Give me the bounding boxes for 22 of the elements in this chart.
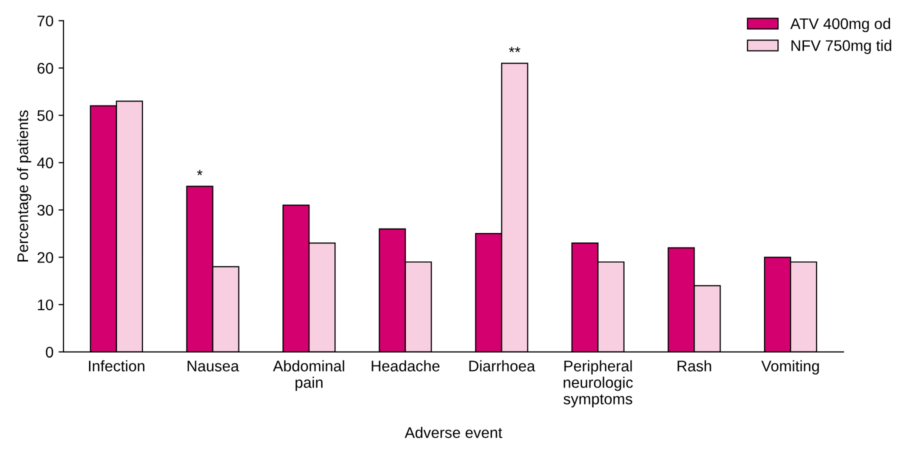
annotation: * [197, 170, 202, 176]
annotation: ** [508, 46, 520, 52]
legend-label: ATV 400mg od [790, 18, 890, 32]
y-tick-label: 0 [46, 346, 54, 358]
y-tick-label: 10 [38, 299, 54, 310]
x-tick-label: Headache [372, 360, 440, 372]
y-tick-label: 40 [37, 158, 54, 168]
x-axis-title: Adverse event [404, 426, 502, 438]
y-tick-label: 30 [37, 204, 54, 216]
x-tick-label: Nausea [188, 360, 240, 372]
x-tick-label: Infection [88, 360, 144, 372]
y-axis-title: Percentage of patients [16, 110, 32, 262]
x-tick-label: Vomiting [761, 360, 819, 374]
legend-label: NFV 750mg tid [792, 40, 892, 54]
y-tick-label: 60 [38, 62, 54, 74]
y-tick-label: 50 [37, 110, 54, 122]
x-tick-label: Peripheral neurologic symptoms [564, 360, 633, 408]
x-tick-label: Abdominal pain [272, 360, 344, 391]
x-tick-label: Diarrhoea [469, 360, 536, 372]
x-tick-label: Rash [678, 360, 712, 372]
y-tick-label: 70 [38, 16, 54, 26]
y-tick-label: 20 [38, 252, 54, 263]
